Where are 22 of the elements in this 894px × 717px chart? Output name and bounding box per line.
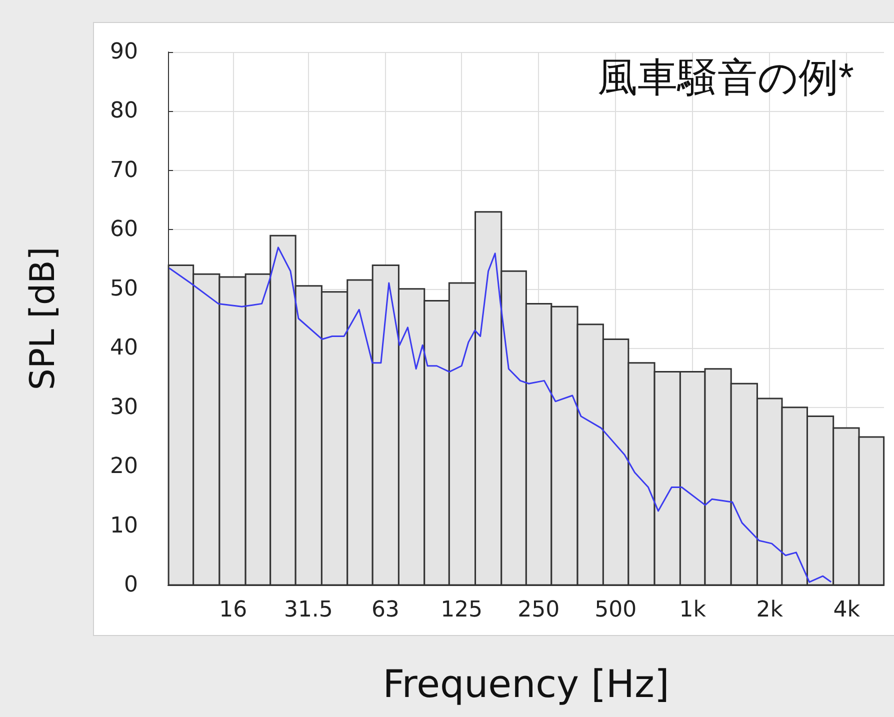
y-tick-label: 10: [110, 513, 138, 538]
y-tick-label: 90: [110, 40, 138, 64]
annotation: 風車騒音の例*: [597, 56, 854, 100]
y-tick-label: 50: [110, 276, 138, 302]
x-tick-label: 125: [440, 598, 483, 622]
x-tick-label: 1k: [679, 598, 706, 622]
x-tick-label: 500: [594, 598, 637, 622]
y-tick-label: 40: [110, 336, 138, 361]
y-tick-label: 30: [110, 394, 138, 420]
x-tick-label: 4k: [833, 598, 860, 622]
x-tick-label: 31.5: [284, 598, 333, 622]
y-axis-title: SPL [dB]: [23, 246, 63, 390]
x-axis-title: Frequency [Hz]: [382, 662, 670, 706]
x-tick-label: 16: [219, 598, 248, 622]
x-tick-label: 2k: [756, 598, 784, 622]
y-tick-label: 80: [110, 98, 138, 124]
x-tick-label: 63: [371, 598, 400, 622]
y-tick-label: 60: [110, 217, 138, 242]
y-tick-label: 0: [124, 572, 138, 598]
y-tick-label: 20: [110, 454, 138, 480]
y-tick-label: 70: [110, 158, 138, 183]
x-tick-label: 250: [518, 598, 560, 622]
